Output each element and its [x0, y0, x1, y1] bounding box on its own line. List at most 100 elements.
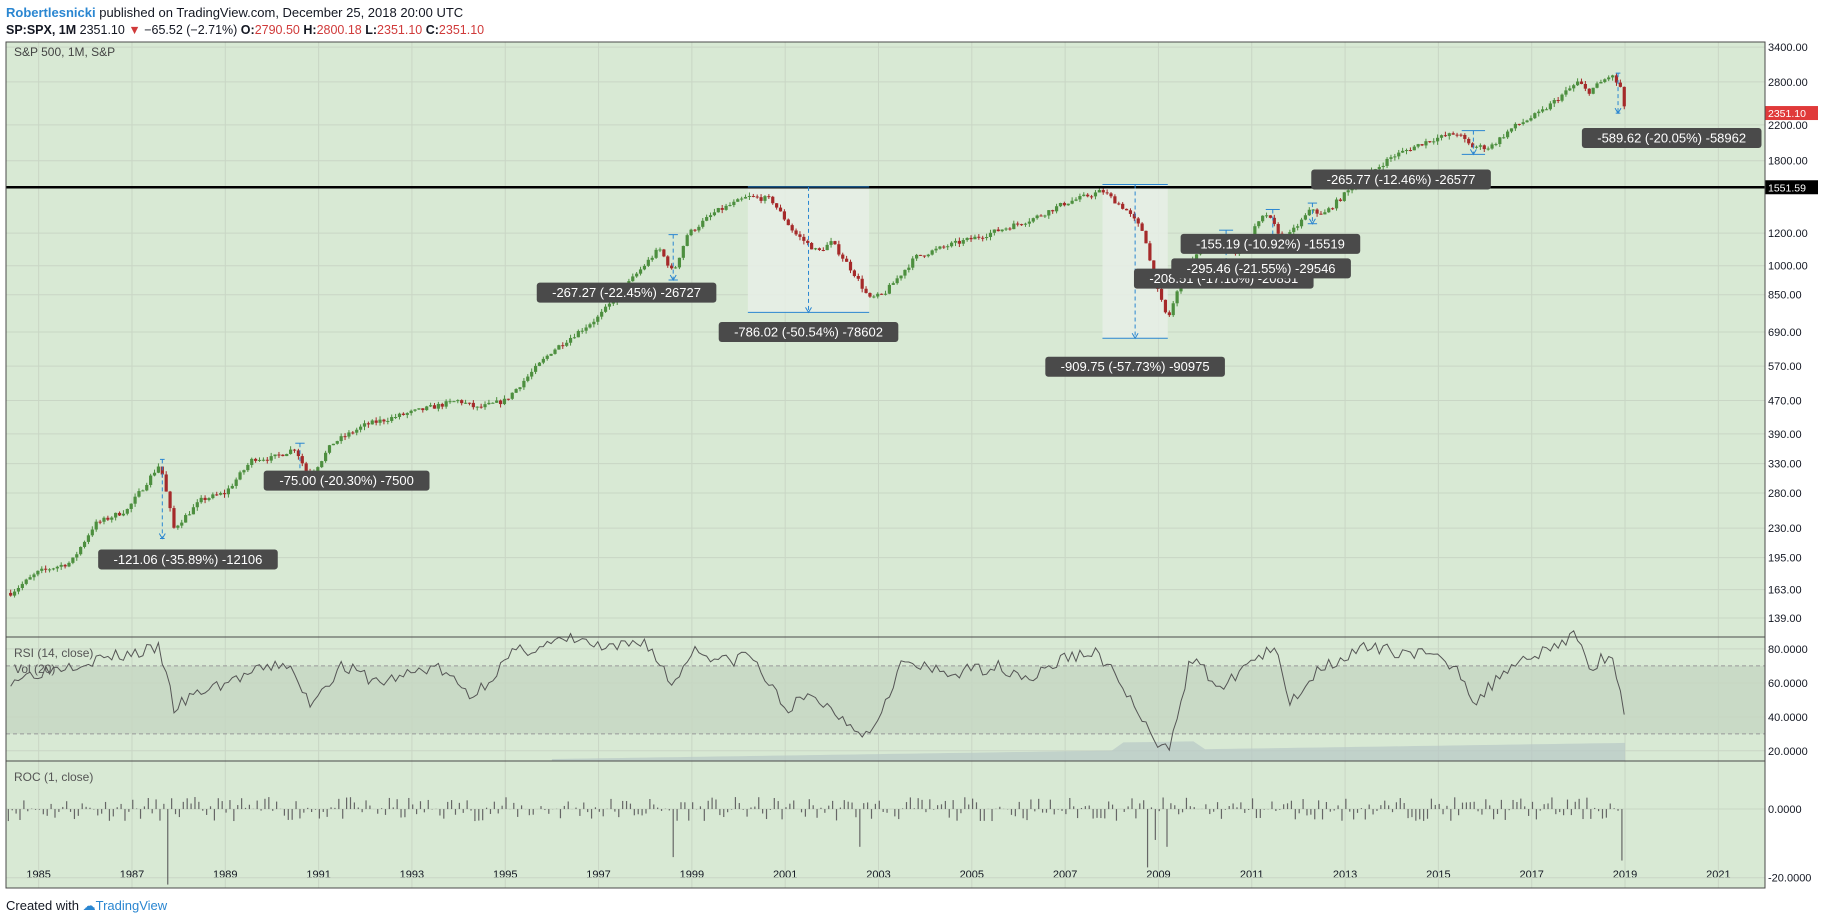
candle: [1595, 83, 1599, 88]
candle: [1401, 150, 1405, 153]
candle: [611, 302, 615, 304]
candle: [915, 254, 919, 259]
candle: [930, 250, 934, 255]
candle: [129, 503, 133, 509]
candle: [456, 400, 460, 402]
x-tick-label: 2021: [1706, 869, 1730, 881]
candle: [1113, 196, 1117, 204]
candle: [1338, 199, 1343, 201]
candle: [701, 220, 705, 227]
candle: [860, 278, 864, 289]
candle: [277, 454, 281, 456]
candle: [382, 419, 386, 422]
measure-label: -121.06 (-35.89%) -12106: [114, 552, 263, 567]
candle: [1000, 229, 1004, 232]
x-tick-label: 1989: [213, 869, 237, 881]
candle: [9, 592, 13, 596]
candle: [491, 402, 495, 404]
candle: [285, 453, 289, 457]
candle: [1591, 87, 1595, 94]
candle: [452, 401, 456, 403]
candle: [1556, 100, 1560, 102]
candle: [44, 568, 48, 570]
x-tick-label: 1991: [306, 869, 330, 881]
candle: [20, 583, 24, 588]
y-tick-label: 139.00: [1768, 613, 1802, 625]
y-tick-label: 230.00: [1768, 523, 1802, 535]
candle: [191, 507, 196, 515]
candle: [444, 401, 448, 407]
candle: [658, 249, 662, 251]
candle: [813, 248, 818, 250]
candle: [1420, 144, 1424, 146]
candle: [852, 270, 856, 276]
y-tick-label: 330.00: [1768, 459, 1802, 471]
candle: [106, 517, 110, 520]
candle: [483, 404, 487, 408]
y-tick-label: 3400.00: [1768, 42, 1808, 54]
measure-label: -909.75 (-57.73%) -90975: [1061, 359, 1210, 374]
candle: [324, 452, 328, 462]
candle: [561, 345, 565, 347]
candle: [821, 249, 825, 251]
candle: [195, 502, 199, 508]
candle: [211, 494, 215, 499]
candle: [261, 459, 265, 461]
candle: [705, 217, 709, 221]
candle: [720, 208, 724, 210]
candle: [1105, 192, 1109, 194]
tradingview-brand[interactable]: TradingView: [95, 898, 168, 913]
measure-label: -75.00 (-20.30%) -7500: [279, 473, 413, 488]
candle: [1031, 218, 1035, 222]
candle: [347, 432, 351, 437]
candle: [24, 579, 28, 584]
candle: [646, 259, 650, 266]
candle: [405, 413, 409, 415]
candle: [1428, 141, 1432, 143]
volume-area: [551, 741, 1626, 761]
symbol-label[interactable]: SP:SPX, 1M: [6, 23, 77, 37]
roc-pane-label: ROC (1, close): [14, 770, 93, 784]
low-label: L:: [365, 23, 378, 37]
candle: [203, 497, 207, 500]
candle: [436, 403, 440, 409]
open-value: 2790.50: [254, 23, 300, 37]
x-tick-label: 1987: [120, 869, 144, 881]
candle: [63, 564, 67, 567]
candle: [592, 321, 596, 325]
candle: [670, 265, 674, 269]
candle: [953, 240, 958, 243]
candle: [1323, 212, 1327, 215]
candle: [716, 208, 720, 213]
candle: [1311, 209, 1315, 211]
author-link[interactable]: Robertlesnicki: [6, 5, 96, 20]
candle: [222, 493, 227, 495]
candle: [1043, 215, 1047, 217]
candle: [922, 255, 926, 257]
measure-label: -589.62 (-20.05%) -58962: [1597, 130, 1746, 145]
candle: [289, 449, 293, 454]
rsi-tick-label: 20.0000: [1768, 746, 1808, 758]
y-tick-label: 690.00: [1768, 327, 1802, 339]
candle: [1393, 156, 1397, 158]
candle: [1051, 210, 1055, 212]
candle: [125, 508, 129, 514]
roc-pane[interactable]: [6, 761, 1765, 888]
candle: [518, 387, 522, 390]
candle: [1564, 90, 1568, 95]
candle: [545, 355, 549, 359]
candle: [1622, 86, 1626, 107]
candle: [1261, 215, 1265, 222]
candle: [883, 293, 888, 295]
candle: [1463, 134, 1467, 139]
candle: [1408, 150, 1413, 152]
candle: [366, 423, 370, 425]
candle: [273, 454, 277, 457]
candle: [1529, 118, 1533, 121]
candle: [510, 392, 514, 399]
candle: [327, 445, 332, 453]
tradingview-logo-icon: ☁: [82, 898, 96, 913]
x-tick-label: 1985: [26, 869, 50, 881]
candle: [631, 276, 635, 282]
